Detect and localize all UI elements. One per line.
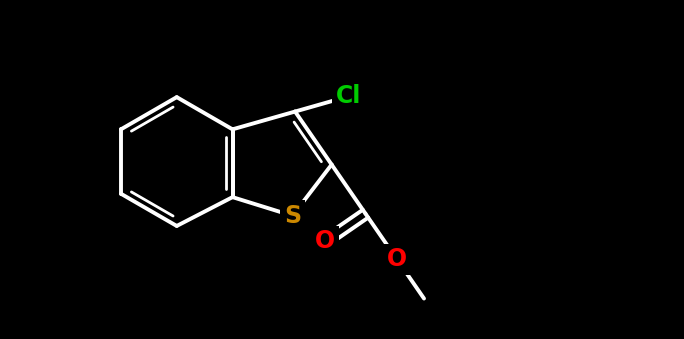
Text: S: S: [284, 204, 301, 228]
Text: O: O: [387, 247, 407, 272]
Text: O: O: [315, 230, 335, 254]
Text: Cl: Cl: [336, 84, 361, 108]
